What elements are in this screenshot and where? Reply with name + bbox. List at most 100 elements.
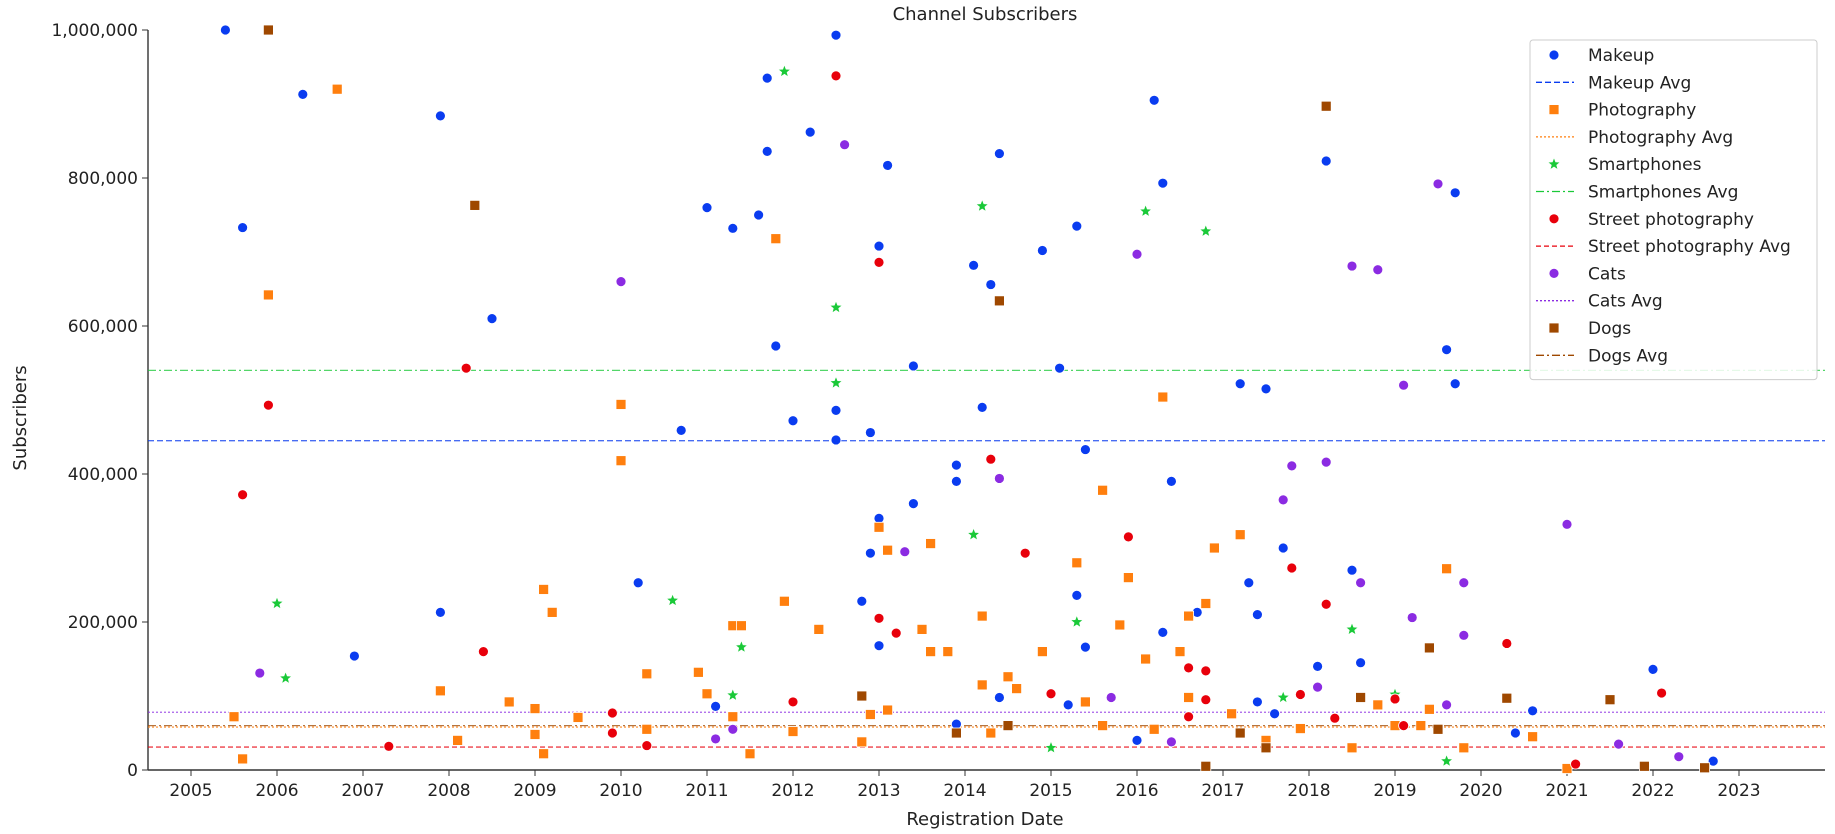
data-point-street-photography — [1320, 598, 1332, 610]
y-tick-label: 600,000 — [68, 317, 138, 337]
data-point-photography — [1458, 742, 1470, 754]
data-point-street-photography — [873, 256, 885, 268]
legend-marker-makeup — [1548, 49, 1560, 61]
data-point-dogs — [469, 199, 481, 211]
data-point-dogs — [1002, 720, 1014, 731]
data-point-photography — [237, 753, 249, 765]
data-point-makeup — [1277, 542, 1289, 554]
data-point-makeup — [865, 427, 876, 438]
data-point-street-photography — [787, 696, 799, 708]
legend-label-cats-avg: Cats Avg — [1588, 292, 1663, 312]
data-point-street-photography — [1398, 720, 1409, 731]
legend-label-dogs-avg: Dogs Avg — [1588, 346, 1668, 366]
data-point-street-photography — [1200, 694, 1212, 706]
data-point-makeup — [1157, 626, 1169, 638]
data-point-street-photography — [607, 727, 618, 739]
data-point-makeup — [908, 498, 919, 510]
data-point-makeup — [873, 240, 885, 252]
data-point-cats — [710, 733, 721, 745]
legend-label-street-photography: Street photography — [1588, 210, 1754, 230]
data-point-makeup — [753, 209, 764, 221]
data-point-photography — [331, 83, 343, 95]
data-point-photography — [1140, 653, 1151, 665]
data-point-street-photography — [1656, 687, 1667, 699]
data-point-makeup — [951, 475, 962, 487]
data-point-makeup — [1449, 187, 1461, 199]
data-point-makeup — [434, 110, 446, 122]
data-point-dogs — [1699, 762, 1710, 774]
data-point-smartphones — [975, 198, 990, 213]
legend-marker-smartphones — [1547, 156, 1561, 171]
data-point-photography — [1372, 699, 1384, 711]
data-point-street-photography — [890, 627, 902, 639]
data-point-photography — [1415, 720, 1427, 731]
data-point-makeup — [968, 259, 979, 271]
y-tick-label: 1,000,000 — [51, 21, 138, 41]
x-tick-label: 2012 — [771, 781, 814, 801]
data-point-street-photography — [1123, 531, 1134, 543]
legend-marker-photography — [1548, 104, 1560, 115]
data-point-photography — [1114, 619, 1126, 631]
data-point-cats — [1286, 460, 1298, 472]
data-point-makeup — [1260, 383, 1272, 395]
data-point-smartphones — [725, 687, 740, 702]
data-point-cats — [1320, 456, 1332, 468]
data-point-cats — [1613, 738, 1624, 750]
data-point-smartphones — [777, 64, 792, 78]
data-point-cats — [254, 667, 266, 679]
data-point-makeup — [237, 222, 249, 233]
data-point-smartphones — [1044, 740, 1058, 754]
data-point-photography — [1148, 723, 1160, 735]
legend-label-makeup-avg: Makeup Avg — [1588, 73, 1691, 93]
x-tick-label: 2020 — [1459, 781, 1502, 801]
y-tick-label: 800,000 — [68, 169, 138, 189]
data-point-cats — [1458, 629, 1470, 641]
data-point-cats — [1131, 248, 1143, 260]
data-point-makeup — [219, 24, 231, 36]
data-point-dogs — [1501, 692, 1513, 704]
data-point-cats — [727, 723, 739, 735]
data-point-makeup — [830, 404, 842, 416]
data-point-photography — [1295, 723, 1306, 734]
x-axis-label: Registration Date — [906, 809, 1063, 830]
data-point-photography — [873, 521, 885, 533]
x-tick-label: 2008 — [427, 781, 470, 801]
data-point-cats — [839, 139, 850, 151]
data-point-photography — [693, 666, 704, 678]
data-point-makeup — [1071, 220, 1083, 232]
data-point-cats — [1561, 518, 1573, 530]
data-point-smartphones — [1198, 223, 1213, 238]
data-point-makeup — [951, 459, 962, 471]
data-point-street-photography — [830, 70, 842, 82]
data-point-street-photography — [1019, 547, 1031, 559]
data-point-makeup — [710, 700, 721, 712]
data-point-street-photography — [1501, 638, 1513, 649]
data-point-photography — [1226, 708, 1237, 720]
data-point-photography — [779, 595, 790, 607]
data-point-makeup — [873, 640, 885, 652]
legend-label-smartphones-avg: Smartphones Avg — [1588, 183, 1738, 203]
data-point-makeup — [830, 29, 842, 41]
data-point-dogs — [1639, 760, 1650, 772]
data-point-photography — [916, 624, 928, 635]
x-tick-label: 2014 — [943, 781, 986, 801]
data-point-cats — [1673, 751, 1685, 763]
data-point-street-photography — [1045, 688, 1057, 700]
x-tick-label: 2017 — [1201, 781, 1244, 801]
legend: Makeup Makeup Avg Photography Photography A… — [1529, 39, 1818, 381]
data-point-dogs — [1320, 100, 1332, 112]
data-point-makeup — [1080, 641, 1091, 653]
data-point-photography — [744, 748, 756, 760]
data-point-photography — [615, 455, 627, 467]
data-point-makeup — [1234, 378, 1246, 390]
data-point-makeup — [856, 595, 868, 607]
chart-title: Channel Subscribers — [893, 4, 1078, 25]
data-point-photography — [1071, 557, 1083, 569]
data-point-makeup — [1252, 609, 1263, 620]
data-point-photography — [529, 703, 541, 714]
data-point-makeup — [1080, 444, 1091, 455]
data-point-street-photography — [237, 489, 249, 501]
legend-label-photography-avg: Photography Avg — [1588, 128, 1733, 148]
data-point-dogs — [994, 295, 1005, 307]
data-point-smartphones — [1345, 622, 1359, 636]
